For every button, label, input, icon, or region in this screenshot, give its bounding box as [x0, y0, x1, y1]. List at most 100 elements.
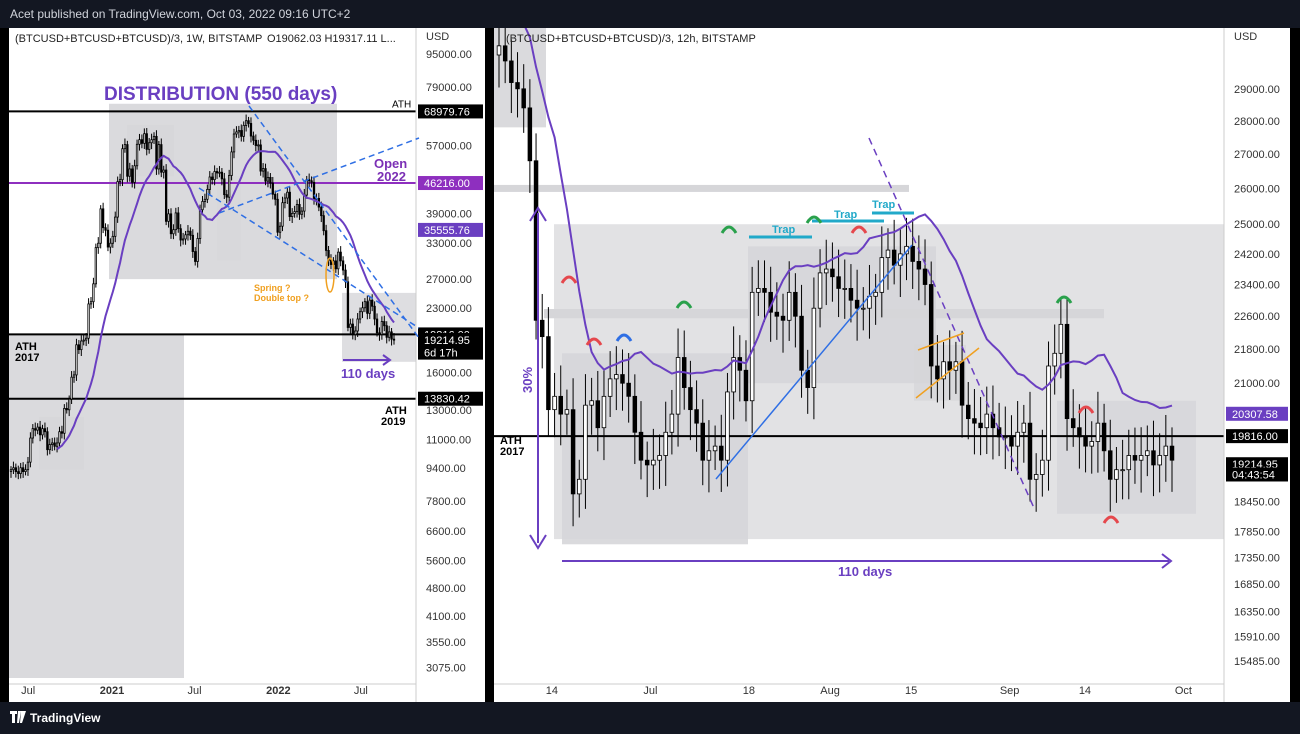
price-label-box: [1226, 467, 1288, 482]
pivot-marker: [850, 225, 868, 234]
candle-body: [1070, 418, 1076, 429]
candle-body: [595, 400, 601, 429]
footer-brand[interactable]: TradingView: [30, 711, 101, 725]
candle-body: [731, 357, 736, 393]
breakdown-trend-line: [868, 137, 1035, 509]
candle-body: [118, 179, 122, 182]
y-tick-label: 79000.00: [426, 82, 472, 94]
candle-body: [135, 143, 139, 167]
candle-body: [1083, 436, 1088, 447]
candle-body: [77, 344, 81, 351]
candle-body: [341, 260, 345, 271]
candle-body: [55, 442, 59, 447]
candle-body: [854, 299, 860, 309]
candle-body: [84, 337, 88, 341]
candle-body: [111, 235, 114, 244]
pivot-marker: [805, 215, 823, 224]
candle-body: [94, 247, 97, 285]
candle-body: [1120, 469, 1125, 472]
candle-body: [320, 206, 323, 217]
x-tick-label: 2022: [266, 685, 290, 697]
y-tick-label: 39000.00: [426, 208, 472, 220]
twelve-hour-chart[interactable]: USD 29000.00 28000.00 27000.00 26000.00 25000…: [494, 28, 1290, 702]
y-tick-label: 4800.00: [426, 583, 466, 595]
candle-body: [1027, 422, 1033, 480]
price-axis-background: [1224, 28, 1290, 702]
candle-body: [300, 210, 304, 215]
candle-body: [174, 212, 177, 231]
candle-body: [274, 193, 277, 200]
candle-body: [191, 234, 194, 252]
candle-body: [26, 461, 30, 471]
candle-body: [225, 194, 228, 198]
price-label: 20307.58: [1232, 409, 1278, 421]
candle-body: [539, 319, 545, 338]
candle-body: [1040, 459, 1045, 475]
candle-body: [114, 216, 117, 237]
moving-average-line: [56, 150, 395, 450]
pivot-marker: [1102, 515, 1120, 524]
candle-body: [509, 60, 514, 83]
candle-body: [131, 168, 134, 183]
candle-body: [688, 387, 693, 411]
candle-body: [947, 361, 952, 371]
candle-body: [601, 395, 607, 429]
candle-body: [1089, 441, 1094, 447]
candle-body: [786, 291, 792, 321]
pivot-marker: [675, 300, 693, 309]
candle-body: [310, 180, 313, 183]
candle-body: [1015, 431, 1020, 447]
candle-body: [87, 303, 90, 339]
candle-body: [276, 198, 279, 233]
candle-body: [552, 395, 557, 411]
candle-body: [1003, 436, 1008, 439]
twelve-hour-chart-panel[interactable]: USD 29000.00 28000.00 27000.00 26000.00 25000…: [494, 28, 1290, 702]
candle-body: [271, 182, 274, 195]
candle-body: [842, 288, 847, 290]
candle-body: [237, 130, 241, 133]
candle-body: [1052, 352, 1057, 367]
price-label-box: [418, 391, 483, 406]
candle-body: [1138, 455, 1144, 461]
candle-body: [361, 307, 364, 313]
candle-body: [583, 404, 588, 480]
ath-2017-label-2: 2017: [15, 352, 39, 364]
weekly-chart[interactable]: USD 95000.00 79000.00 57000.00 39000.00 33000…: [9, 28, 485, 702]
weekly-chart-panel[interactable]: USD 95000.00 79000.00 57000.00 39000.00 33000…: [9, 28, 485, 702]
candle-body: [249, 123, 253, 137]
candle-body: [152, 135, 156, 141]
open-2022-label-1: Open: [374, 156, 407, 171]
days-arrowhead-weekly: [382, 354, 392, 366]
consolidation-zone: [494, 28, 546, 128]
candle-body: [80, 340, 83, 351]
candle-body: [36, 426, 39, 431]
candle-body: [380, 321, 384, 335]
candle-body: [1033, 474, 1039, 480]
candle-body: [162, 169, 165, 173]
candle-body: [291, 212, 294, 218]
y-tick-label: 33000.00: [426, 238, 472, 250]
candle-body: [351, 323, 354, 335]
candle-body: [12, 467, 15, 471]
candle-body: [143, 133, 146, 144]
candle-body: [780, 315, 786, 321]
ath-2017-label-1: ATH: [15, 341, 37, 353]
candle-body: [756, 288, 761, 293]
candle-body: [626, 382, 631, 397]
candle-body: [89, 301, 93, 305]
pivot-marker: [615, 333, 633, 342]
y-tick-label: 22600.00: [1234, 311, 1280, 323]
downtrend-line-lower: [198, 187, 420, 329]
candle-body: [24, 469, 27, 473]
candle-body: [657, 455, 662, 461]
candle-body: [743, 369, 749, 402]
pivot-marker: [560, 275, 578, 284]
candle-body: [148, 142, 151, 150]
y-tick-label: 23000.00: [426, 303, 472, 315]
candle-body: [496, 45, 502, 56]
y-tick-label: 9400.00: [426, 463, 466, 475]
pivot-marker: [1077, 405, 1095, 414]
wedge-line-lower: [915, 347, 980, 399]
y-tick-label: 7800.00: [426, 496, 466, 508]
candle-body: [941, 361, 946, 380]
